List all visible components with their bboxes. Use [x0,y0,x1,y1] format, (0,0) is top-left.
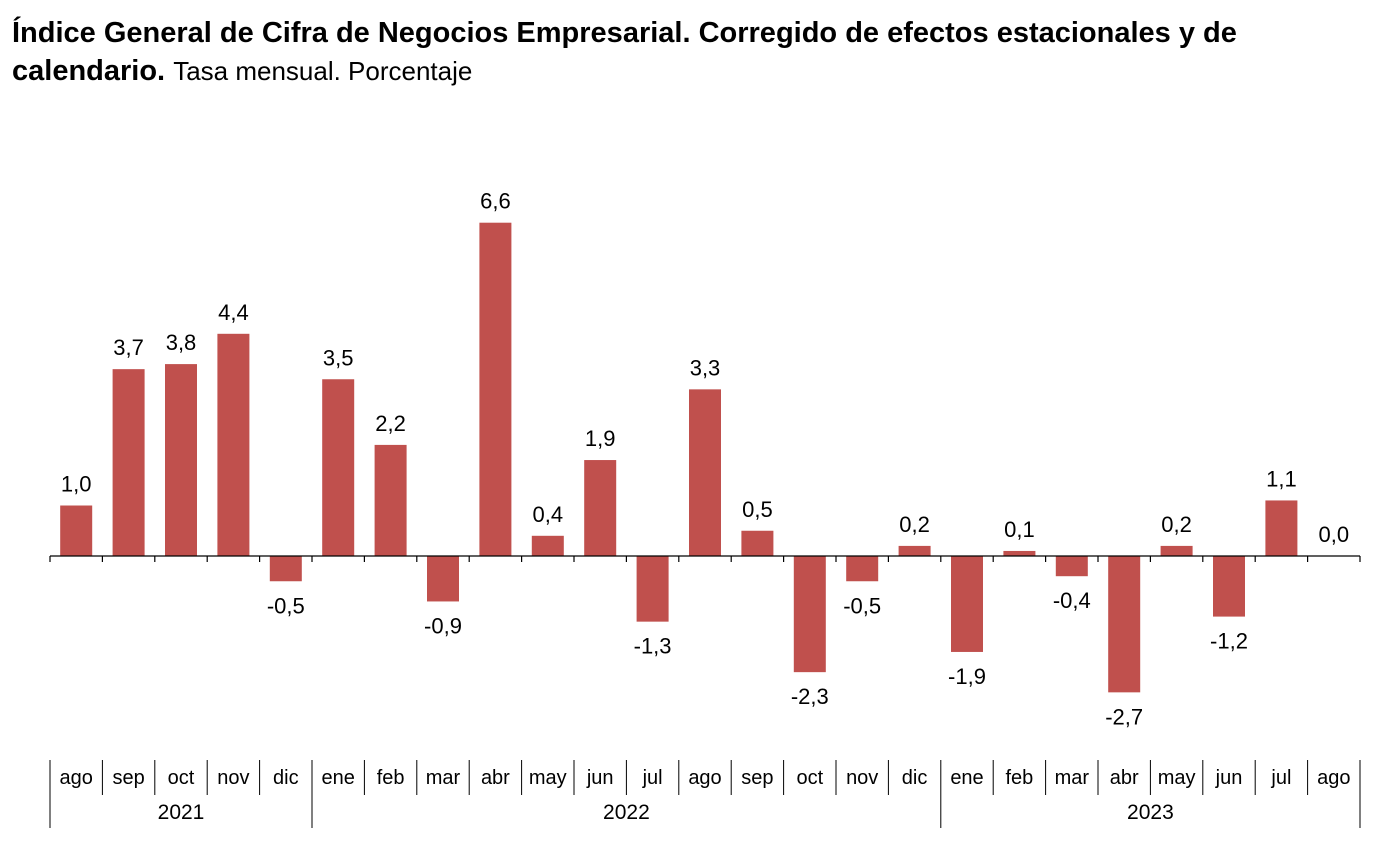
data-label-6: 2,2 [375,411,406,436]
bar-17 [951,556,983,652]
month-label-5: ene [322,767,355,789]
bar-19 [1055,556,1088,577]
data-label-8: 6,6 [480,189,511,214]
month-label-4: dic [273,767,299,789]
month-label-15: nov [846,767,878,789]
month-label-23: jul [1270,767,1291,789]
bar-21 [1160,545,1193,556]
bar-12 [689,389,721,556]
category-axis-labels: ago sep oct nov dic ene feb mar abr may jun jul ago s… [49,760,1361,828]
bar-15 [846,556,879,582]
month-label-21: may [1158,767,1196,789]
month-label-24: ago [1317,767,1350,789]
bar-14 [793,556,826,673]
bar-5 [322,379,355,556]
data-label-14: -2,3 [791,684,829,709]
data-label-21: 0,2 [1161,512,1192,537]
data-label-17: -1,9 [948,664,986,689]
bar-8 [479,222,512,556]
month-label-10: jun [586,767,614,789]
year-label-2021: 2021 [158,801,205,824]
month-label-20: abr [1110,767,1139,789]
bar-2 [165,364,197,556]
month-label-19: mar [1055,767,1090,789]
data-label-11: -1,3 [634,634,672,659]
data-label-15: -0,5 [843,593,881,618]
data-label-4: -0,5 [267,593,305,618]
data-label-18: 0,1 [1004,517,1035,542]
bar-7 [427,556,459,602]
data-label-19: -0,4 [1053,588,1091,613]
chart-subtitle: Tasa mensual. Porcentaje [173,56,473,86]
month-label-7: mar [426,767,461,789]
bar-23 [1265,500,1298,556]
bar-10 [584,460,617,556]
bar-9 [531,535,564,556]
month-label-1: sep [112,767,144,789]
data-label-7: -0,9 [424,613,462,638]
bar-6 [374,444,407,556]
bar-11 [636,556,669,622]
month-label-11: jul [642,767,663,789]
data-label-5: 3,5 [323,345,354,370]
data-labels-group: 1,0 3,7 3,8 4,4 -0,5 3,5 2,2 -0,9 6,6 0,4 1,9 -1,3 3… [61,189,1349,730]
month-label-8: abr [481,767,510,789]
data-label-22: -1,2 [1210,629,1248,654]
month-label-14: oct [796,767,823,789]
bar-20 [1108,556,1141,693]
data-label-2: 3,8 [166,330,197,355]
bar-1 [112,369,145,556]
month-label-16: dic [902,767,928,789]
bar-3 [217,333,250,556]
bar-18 [1003,550,1036,556]
data-label-3: 4,4 [218,300,249,325]
month-label-2: oct [168,767,195,789]
month-label-17: ene [950,767,983,789]
data-label-23: 1,1 [1266,466,1297,491]
month-label-3: nov [217,767,249,789]
chart-title-main: Índice General de Cifra de Negocios Empr… [12,17,1237,87]
data-label-10: 1,9 [585,426,616,451]
data-label-16: 0,2 [899,512,930,537]
x-axis [49,555,1361,562]
month-label-0: ago [60,767,93,789]
bar-22 [1213,556,1245,617]
data-label-0: 1,0 [61,472,92,497]
data-label-13: 0,5 [742,497,773,522]
bar-13 [741,530,774,556]
month-label-9: may [529,767,567,789]
month-label-18: feb [1005,767,1033,789]
month-label-6: feb [377,767,405,789]
bars-group [60,222,1298,693]
bar-0 [60,505,93,556]
month-label-13: sep [741,767,773,789]
data-label-1: 3,7 [113,335,144,360]
chart-title: Índice General de Cifra de Negocios Empr… [12,14,1392,90]
data-label-9: 0,4 [533,502,564,527]
data-label-24: 0,0 [1319,522,1350,547]
bar-16 [898,545,931,556]
month-label-12: ago [688,767,721,789]
bar-4 [269,556,302,582]
year-label-2022: 2022 [603,801,650,824]
year-label-2023: 2023 [1127,801,1174,824]
month-label-22: jun [1215,767,1243,789]
data-label-12: 3,3 [690,355,721,380]
data-label-20: -2,7 [1105,704,1143,729]
